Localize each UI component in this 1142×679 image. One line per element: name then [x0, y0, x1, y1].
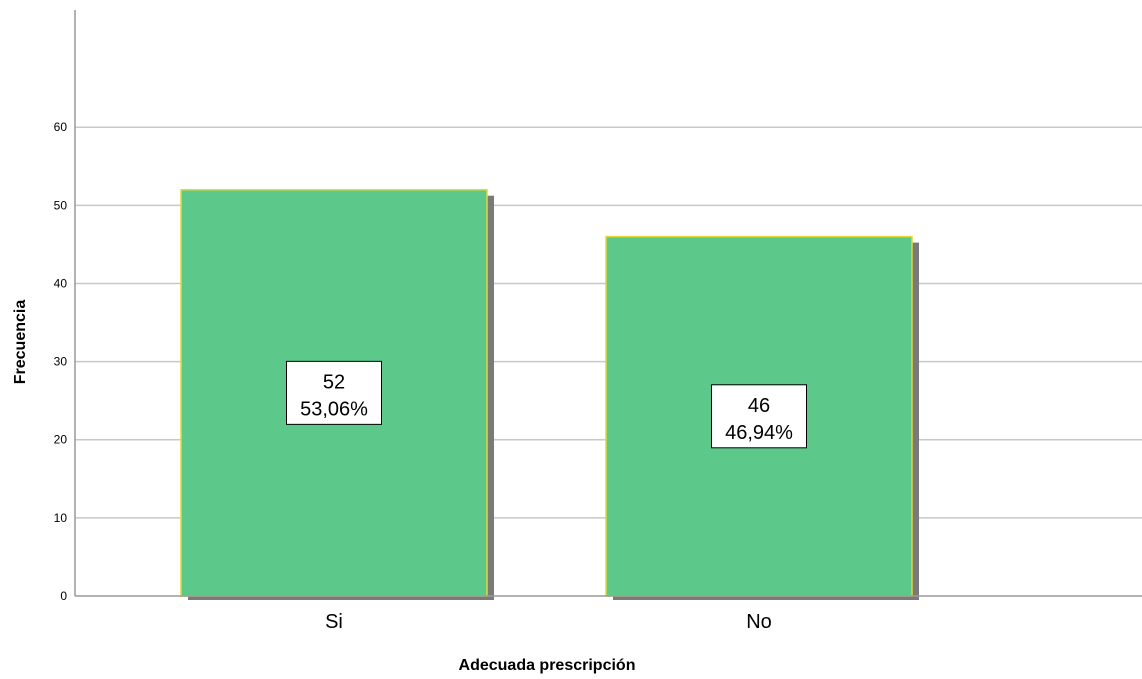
axes — [74, 10, 1142, 597]
y-axis-title: Frecuencia — [12, 300, 29, 385]
y-tick-label: 0 — [60, 589, 67, 603]
bars — [180, 188, 919, 600]
y-tick-label: 50 — [54, 198, 68, 212]
data-label-count: 46 — [748, 395, 770, 417]
bar-si — [180, 188, 488, 597]
y-tick-labels: 0 10 20 30 40 50 60 — [54, 120, 68, 603]
data-label-percent: 53,06% — [300, 398, 368, 420]
y-tick-label: 10 — [54, 511, 68, 525]
x-tick-label: Si — [325, 611, 343, 633]
data-label-count: 52 — [323, 371, 345, 393]
y-tick-label: 40 — [54, 276, 68, 290]
data-label-box — [711, 384, 807, 449]
x-axis-title: Adecuada prescripción — [459, 657, 636, 674]
data-label-percent: 46,94% — [725, 422, 793, 444]
data-labels: 52 53,06% 46 46,94% — [286, 360, 807, 449]
data-label-box — [286, 360, 382, 425]
x-tick-labels: Si No — [325, 611, 772, 633]
y-tick-label: 30 — [54, 355, 68, 369]
y-tick-label: 20 — [54, 433, 68, 447]
y-tick-label: 60 — [54, 120, 68, 134]
x-tick-label: No — [746, 611, 772, 633]
